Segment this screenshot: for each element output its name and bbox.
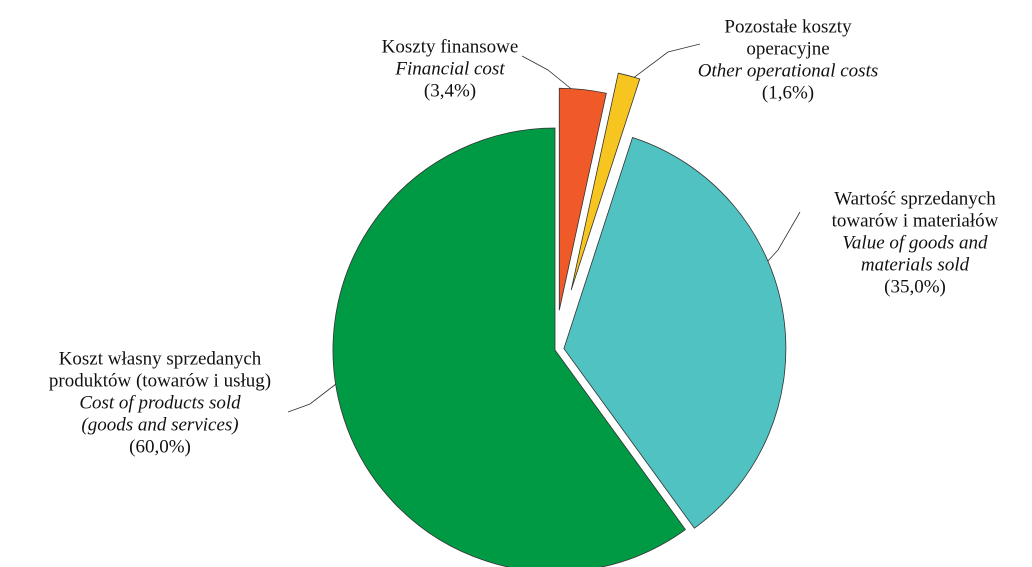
value-label: (60,0%): [129, 436, 191, 457]
pie-slice: [570, 72, 641, 291]
leader-line: [627, 43, 701, 83]
slice-label-en: Cost of products sold: [79, 392, 241, 413]
pie-slice: [332, 127, 687, 567]
slice-label: operacyjne: [746, 38, 829, 59]
slice-label: Wartość sprzedanych: [834, 188, 996, 209]
slice-label-en: Other operational costs: [698, 60, 879, 81]
slice-label-en: Value of goods and: [842, 232, 988, 253]
pie-slice: [558, 87, 607, 311]
value-label: (35,0%): [884, 276, 946, 297]
value-label: (3,4%): [424, 80, 476, 101]
leader-line: [287, 383, 337, 413]
slice-label: towarów i materiałów: [832, 210, 999, 231]
slice-label-en: (goods and services): [81, 414, 238, 435]
slice-label: Koszt własny sprzedanych: [59, 348, 262, 369]
slice-label-en: materials sold: [861, 254, 970, 275]
leader-lines: [287, 43, 801, 413]
slice-label: Pozostałe koszty: [724, 16, 852, 37]
pie-slice: [563, 136, 787, 529]
value-label: (1,6%): [762, 82, 814, 103]
leader-line: [521, 55, 576, 93]
slice-label-en: Financial cost: [394, 58, 505, 79]
slice-label: produktów (towarów i usług): [49, 370, 271, 391]
slice-label: Koszty finansowe: [382, 36, 519, 57]
